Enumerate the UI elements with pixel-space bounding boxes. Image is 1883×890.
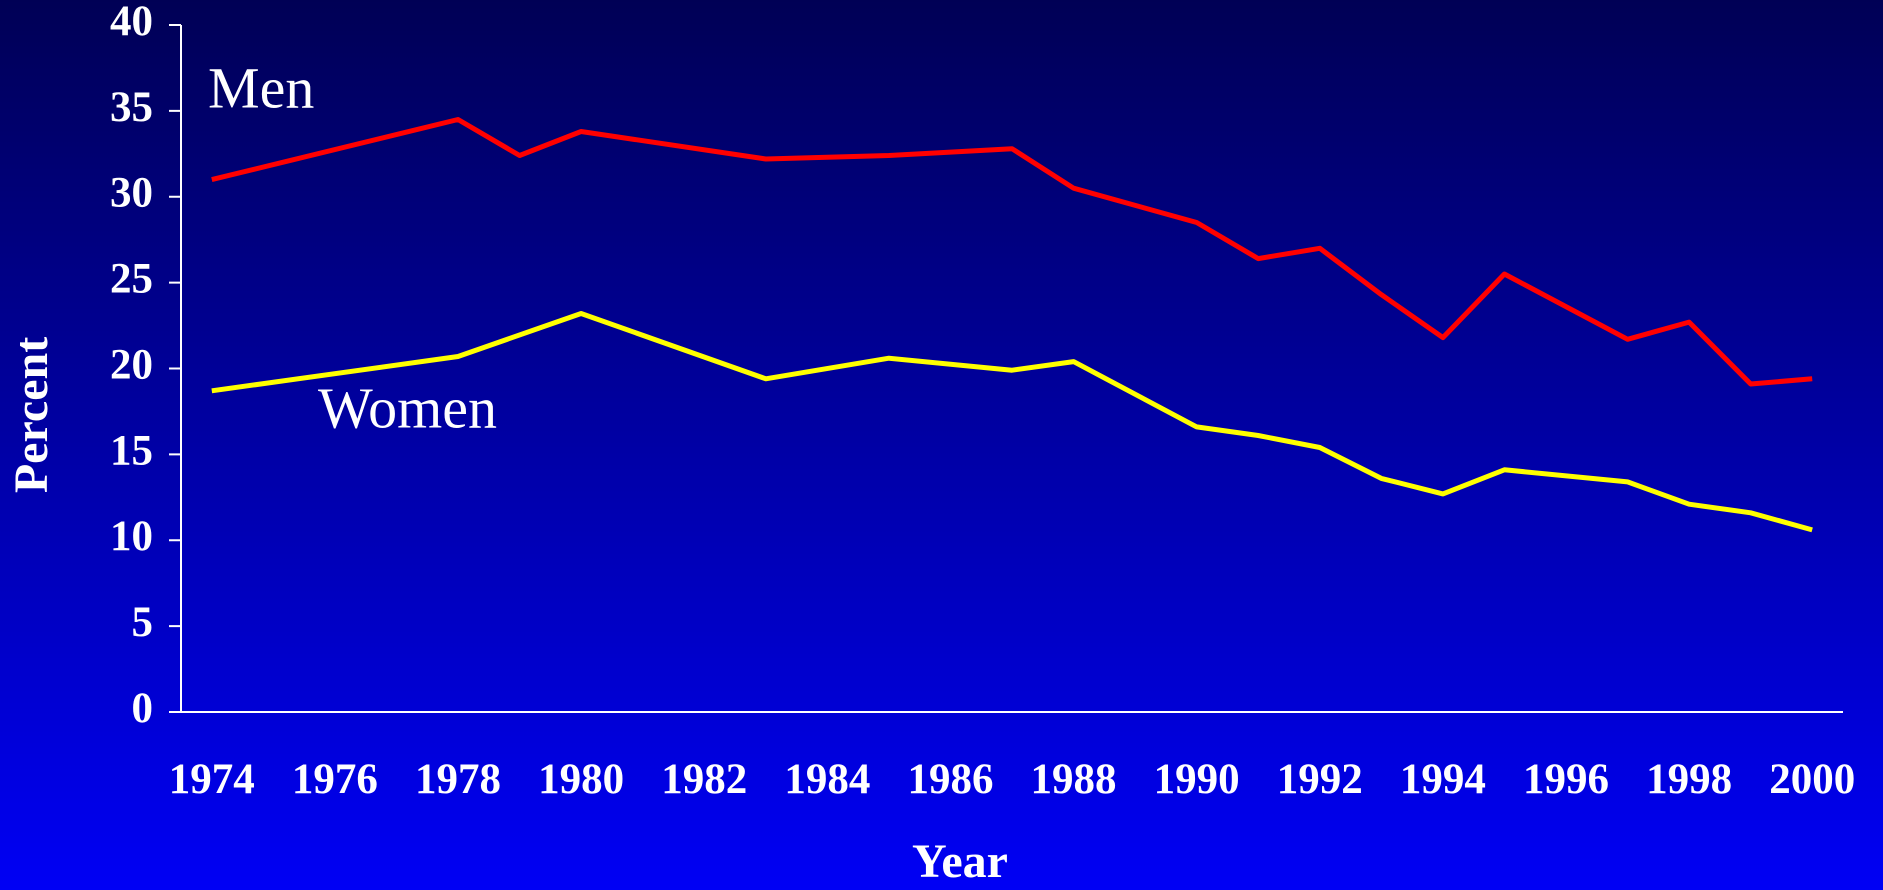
x-tick-label: 1986	[907, 756, 993, 803]
x-tick-label: 2000	[1769, 756, 1855, 803]
y-axis-label: Percent	[5, 337, 58, 493]
y-tick-label: 30	[110, 170, 153, 217]
x-tick-label: 1982	[661, 756, 747, 803]
x-tick-label: 1978	[415, 756, 501, 803]
x-tick-label: 1980	[538, 756, 624, 803]
x-tick-label: 1976	[292, 756, 378, 803]
x-tick-label: 1996	[1523, 756, 1609, 803]
y-tick-label: 15	[110, 427, 153, 474]
x-tick-label: 1998	[1646, 756, 1732, 803]
y-tick-label: 40	[110, 0, 153, 45]
x-axis-label: Year	[912, 835, 1008, 888]
y-tick-label: 25	[110, 256, 153, 303]
y-tick-label: 5	[132, 599, 154, 646]
y-tick-label: 0	[132, 685, 154, 732]
line-series	[211, 117, 1813, 387]
x-tick-label: 1974	[169, 756, 255, 803]
x-tick-label: 1984	[784, 756, 870, 803]
y-tick-label: 20	[110, 341, 153, 388]
x-tick-label: 1988	[1031, 756, 1117, 803]
y-tick-label: 10	[110, 513, 153, 560]
series-annotation: Men	[208, 55, 314, 120]
x-tick-label: 1992	[1277, 756, 1363, 803]
line-series	[211, 311, 1813, 533]
y-tick-label: 35	[110, 84, 153, 131]
x-tick-label: 1994	[1400, 756, 1486, 803]
series-annotation: Women	[318, 375, 497, 440]
x-tick-label: 1990	[1154, 756, 1240, 803]
